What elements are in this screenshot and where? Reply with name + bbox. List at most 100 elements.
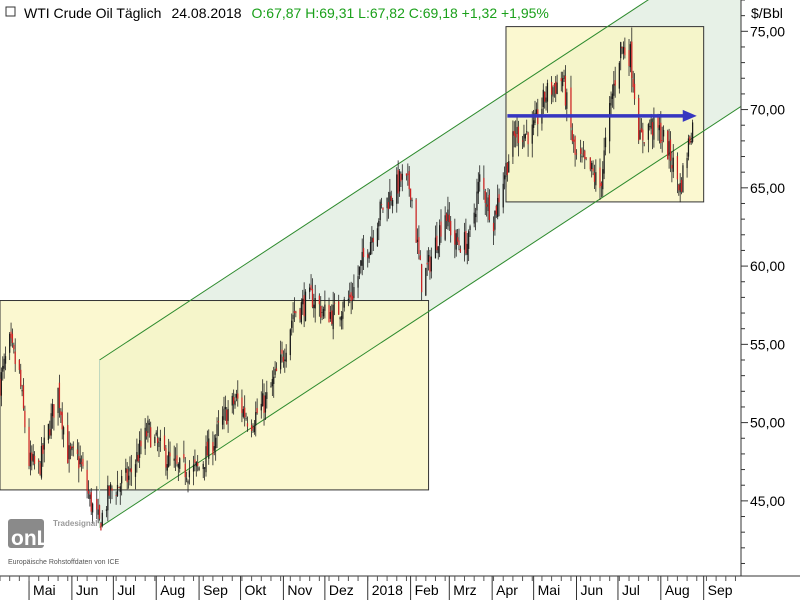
candle xyxy=(382,207,384,213)
candle xyxy=(349,282,351,304)
candle xyxy=(155,430,157,437)
candle xyxy=(9,332,11,361)
candle xyxy=(295,310,297,318)
candle-body xyxy=(300,302,302,323)
candle xyxy=(639,117,641,140)
candle-body xyxy=(67,425,69,464)
candle-body xyxy=(224,406,226,410)
candle xyxy=(474,207,477,231)
candle-body xyxy=(174,459,177,461)
candle xyxy=(555,75,557,103)
candle-body xyxy=(574,136,576,155)
candle xyxy=(408,166,410,197)
candle xyxy=(515,120,517,148)
candle-body xyxy=(486,204,488,207)
candle-body xyxy=(351,295,354,300)
candle xyxy=(690,132,692,145)
candle xyxy=(350,281,352,315)
candle-body xyxy=(159,438,161,441)
candle xyxy=(87,480,90,499)
candle-body xyxy=(150,427,152,448)
candle-body xyxy=(29,452,32,467)
candle xyxy=(362,235,365,270)
candle-body xyxy=(339,317,341,320)
candle-body xyxy=(527,132,529,145)
candle-body xyxy=(79,458,81,465)
candle-body xyxy=(144,427,146,449)
candle xyxy=(440,209,442,243)
candle xyxy=(179,457,181,473)
candle-body xyxy=(284,359,286,361)
x-tick-label: Jul xyxy=(117,582,135,598)
candle xyxy=(498,188,500,217)
candle-body xyxy=(455,233,457,250)
candle-body xyxy=(100,523,102,531)
candle-body xyxy=(371,237,373,243)
candle-body xyxy=(280,354,282,370)
candle-body xyxy=(226,409,228,425)
candle xyxy=(439,219,441,258)
candle xyxy=(244,395,246,427)
candle-body xyxy=(42,444,44,454)
candle-body xyxy=(263,395,265,413)
chart-header: WTI Crude Oil Täglich 24.08.2018 O:67,87 H… xyxy=(24,5,549,21)
candle-body xyxy=(546,82,549,102)
candle-body xyxy=(40,445,43,478)
candle-body xyxy=(179,458,181,469)
candle-body xyxy=(231,395,233,406)
candle-body xyxy=(407,173,409,175)
candle xyxy=(338,294,340,315)
collapse-box-icon[interactable] xyxy=(5,6,16,17)
candle-body xyxy=(671,164,673,169)
candle-body xyxy=(445,213,448,222)
candle-body xyxy=(502,183,504,208)
candle-body xyxy=(526,131,528,133)
candle xyxy=(280,340,282,374)
candle xyxy=(556,74,558,95)
candle xyxy=(469,224,471,238)
candle xyxy=(49,420,51,439)
candle xyxy=(234,393,236,409)
candle-body xyxy=(488,194,491,220)
candle-body xyxy=(458,240,460,246)
candle xyxy=(595,159,597,192)
candle-body xyxy=(503,175,506,180)
candle-body xyxy=(494,210,496,230)
y-tick-label: 45,00 xyxy=(750,493,785,509)
candle xyxy=(505,150,507,188)
candle-body xyxy=(495,205,497,215)
candle-body xyxy=(465,230,467,254)
x-tick-label: Nov xyxy=(287,582,312,598)
candle xyxy=(631,27,633,93)
candle-body xyxy=(333,302,336,304)
candle-body xyxy=(550,82,553,95)
candle xyxy=(676,152,679,194)
candle xyxy=(134,459,137,490)
candle xyxy=(418,225,420,260)
candle-body xyxy=(242,409,244,417)
candle xyxy=(372,229,374,252)
candle-body xyxy=(101,512,103,526)
candle xyxy=(246,416,249,432)
candle-body xyxy=(609,103,611,142)
candle xyxy=(329,305,332,322)
candle xyxy=(50,403,52,439)
candle-body xyxy=(667,130,669,160)
candle-body xyxy=(252,427,254,429)
candle-body xyxy=(662,129,665,137)
candle-body xyxy=(208,438,210,459)
candle xyxy=(425,267,427,297)
candle xyxy=(144,418,146,455)
candle-body xyxy=(292,314,294,320)
candle-body xyxy=(535,109,538,114)
candle-body xyxy=(147,420,149,433)
candle-body xyxy=(362,247,365,258)
candle-body xyxy=(456,237,459,242)
candle xyxy=(51,398,54,429)
candle xyxy=(119,482,121,505)
candle-body xyxy=(390,195,392,202)
candle xyxy=(282,350,285,368)
candle xyxy=(271,370,273,397)
candle xyxy=(686,152,688,178)
candle xyxy=(575,149,578,160)
